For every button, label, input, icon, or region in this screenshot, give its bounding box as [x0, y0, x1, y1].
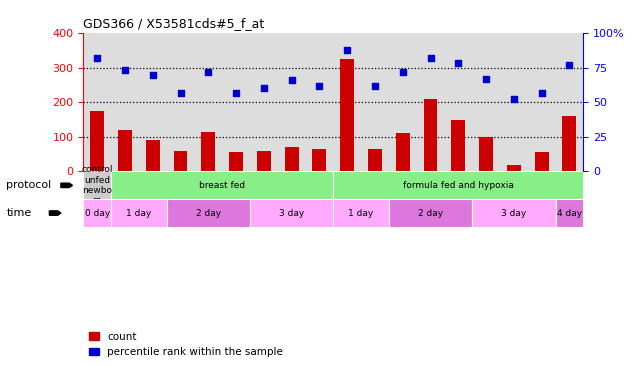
Bar	[111, 199, 167, 227]
Bar	[222, 33, 250, 172]
Bar	[306, 33, 333, 172]
Bar	[535, 153, 549, 172]
Bar	[333, 33, 361, 172]
Point	[176, 90, 186, 96]
Point	[509, 97, 519, 102]
Point	[287, 77, 297, 83]
Bar	[444, 33, 472, 172]
Bar	[563, 116, 576, 172]
Bar	[507, 165, 520, 172]
Bar	[285, 147, 299, 172]
Bar	[389, 199, 472, 227]
Point	[481, 76, 491, 82]
Bar	[333, 172, 583, 199]
Bar	[167, 199, 250, 227]
Bar	[118, 130, 132, 172]
Bar	[556, 199, 583, 227]
Bar	[139, 33, 167, 172]
Bar	[479, 137, 493, 172]
Bar	[451, 120, 465, 172]
Point	[203, 69, 213, 75]
Point	[453, 60, 463, 66]
Bar	[201, 132, 215, 172]
Legend: count, percentile rank within the sample: count, percentile rank within the sample	[88, 332, 283, 357]
Text: 4 day: 4 day	[557, 209, 582, 217]
Bar	[250, 33, 278, 172]
Bar	[313, 149, 326, 172]
Point	[120, 67, 130, 73]
Point	[314, 83, 324, 89]
Bar	[174, 151, 188, 172]
Text: 3 day: 3 day	[279, 209, 304, 217]
Bar	[417, 33, 444, 172]
Bar	[368, 149, 382, 172]
Bar	[83, 199, 111, 227]
Bar	[90, 111, 104, 172]
Text: time: time	[6, 208, 31, 218]
Text: control
unfed
newbo
rn: control unfed newbo rn	[81, 165, 113, 205]
Text: 1 day: 1 day	[126, 209, 151, 217]
Point	[147, 72, 158, 78]
Bar	[340, 59, 354, 172]
Bar	[250, 199, 333, 227]
Bar	[111, 172, 333, 199]
Bar	[194, 33, 222, 172]
Bar	[111, 33, 139, 172]
Text: 0 day: 0 day	[85, 209, 110, 217]
Bar	[83, 33, 111, 172]
Bar	[500, 33, 528, 172]
Point	[564, 62, 574, 68]
Bar	[257, 152, 271, 172]
Point	[259, 85, 269, 91]
Bar	[389, 33, 417, 172]
Text: 1 day: 1 day	[349, 209, 374, 217]
Bar	[229, 153, 243, 172]
Point	[92, 55, 103, 61]
Point	[342, 46, 353, 52]
Bar	[528, 33, 556, 172]
Point	[426, 55, 436, 61]
Text: 2 day: 2 day	[196, 209, 221, 217]
Bar	[167, 33, 194, 172]
Point	[537, 90, 547, 96]
Text: GDS366 / X53581cds#5_f_at: GDS366 / X53581cds#5_f_at	[83, 17, 265, 30]
Bar	[278, 33, 306, 172]
Point	[231, 90, 241, 96]
Bar	[396, 133, 410, 172]
Bar	[472, 199, 556, 227]
Bar	[83, 172, 111, 199]
Text: formula fed and hypoxia: formula fed and hypoxia	[403, 181, 513, 190]
Text: breast fed: breast fed	[199, 181, 246, 190]
Text: protocol: protocol	[6, 180, 52, 190]
Bar	[472, 33, 500, 172]
Bar	[424, 99, 438, 172]
Bar	[333, 199, 389, 227]
Point	[397, 69, 408, 75]
Bar	[556, 33, 583, 172]
Bar	[361, 33, 389, 172]
Bar	[146, 140, 160, 172]
Text: 2 day: 2 day	[418, 209, 443, 217]
Text: 3 day: 3 day	[501, 209, 526, 217]
Point	[370, 83, 380, 89]
